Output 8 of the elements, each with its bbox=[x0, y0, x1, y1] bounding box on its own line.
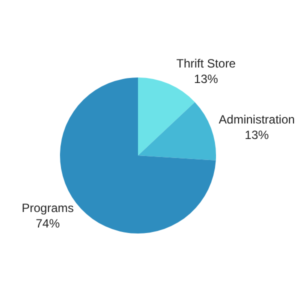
slice-label: Programs bbox=[22, 201, 74, 216]
data-label: 74% bbox=[36, 216, 60, 231]
pie-slice bbox=[138, 78, 195, 156]
slice-label: Administration bbox=[218, 112, 295, 127]
pie-slice bbox=[138, 102, 216, 160]
slice-label: Thrift Store bbox=[176, 56, 236, 71]
data-label: 13% bbox=[244, 128, 270, 142]
data-label: 13% bbox=[194, 72, 218, 86]
